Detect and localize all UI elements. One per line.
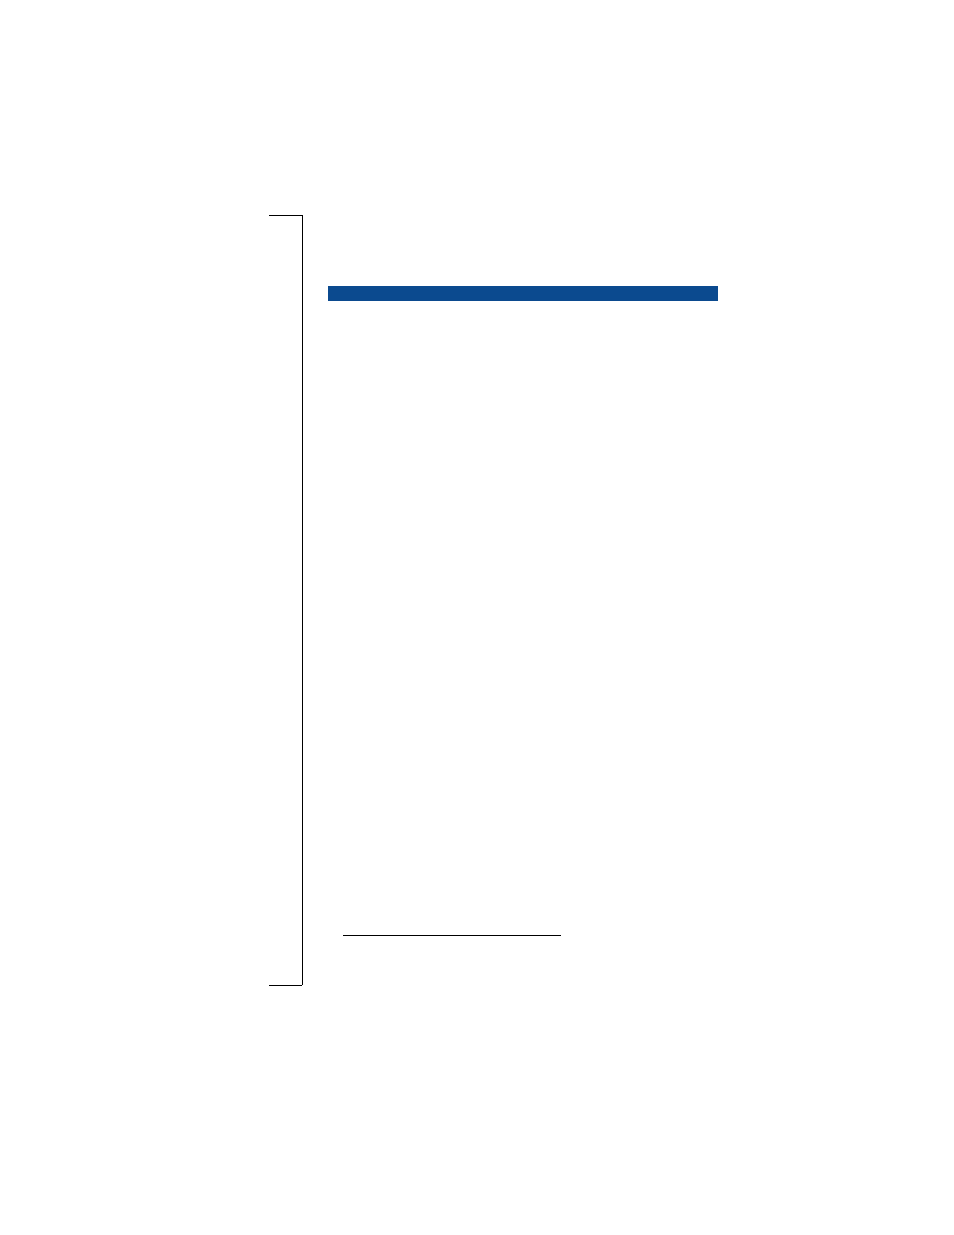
bracket-vertical-line bbox=[302, 215, 303, 985]
section-header-bar bbox=[328, 286, 718, 301]
bracket-bottom-notch bbox=[269, 985, 302, 986]
bracket-top-notch bbox=[269, 215, 302, 216]
footnote-separator bbox=[343, 935, 561, 936]
